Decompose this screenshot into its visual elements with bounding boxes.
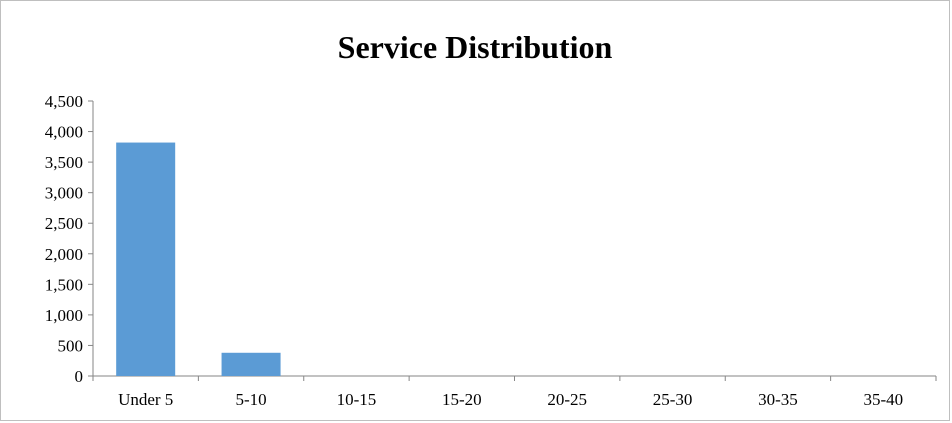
x-tick-label: 5-10	[235, 390, 266, 409]
x-tick-label: 15-20	[442, 390, 482, 409]
x-tick-label: Under 5	[118, 390, 173, 409]
y-tick-label: 0	[75, 367, 84, 386]
chart-title: Service Distribution	[337, 29, 613, 65]
y-tick-label: 2,000	[45, 245, 83, 264]
y-tick-label: 4,500	[45, 92, 83, 111]
y-tick-label: 3,500	[45, 153, 83, 172]
bar	[221, 352, 281, 376]
y-axis: 0 500 1,000 1,500 2,000 2,500 3,000 3,500 4,000 4…	[45, 92, 94, 386]
bar	[116, 142, 176, 376]
y-tick-label: 4,000	[45, 123, 83, 142]
x-tick-label: 30-35	[758, 390, 798, 409]
y-tick-label: 1,000	[45, 306, 83, 325]
x-tick-label: 10-15	[337, 390, 377, 409]
y-tick-label: 3,000	[45, 184, 83, 203]
x-tick-label: 35-40	[863, 390, 903, 409]
x-tick-label: 20-25	[547, 390, 587, 409]
x-axis: Under 5 5-10 10-15 15-20 20-25 25-30 30-35 35-4…	[92, 375, 937, 409]
y-tick-label: 1,500	[45, 275, 83, 294]
x-tick-label: 25-30	[653, 390, 693, 409]
bars	[116, 142, 281, 376]
y-tick-label: 2,500	[45, 214, 83, 233]
y-tick-label: 500	[58, 336, 84, 355]
